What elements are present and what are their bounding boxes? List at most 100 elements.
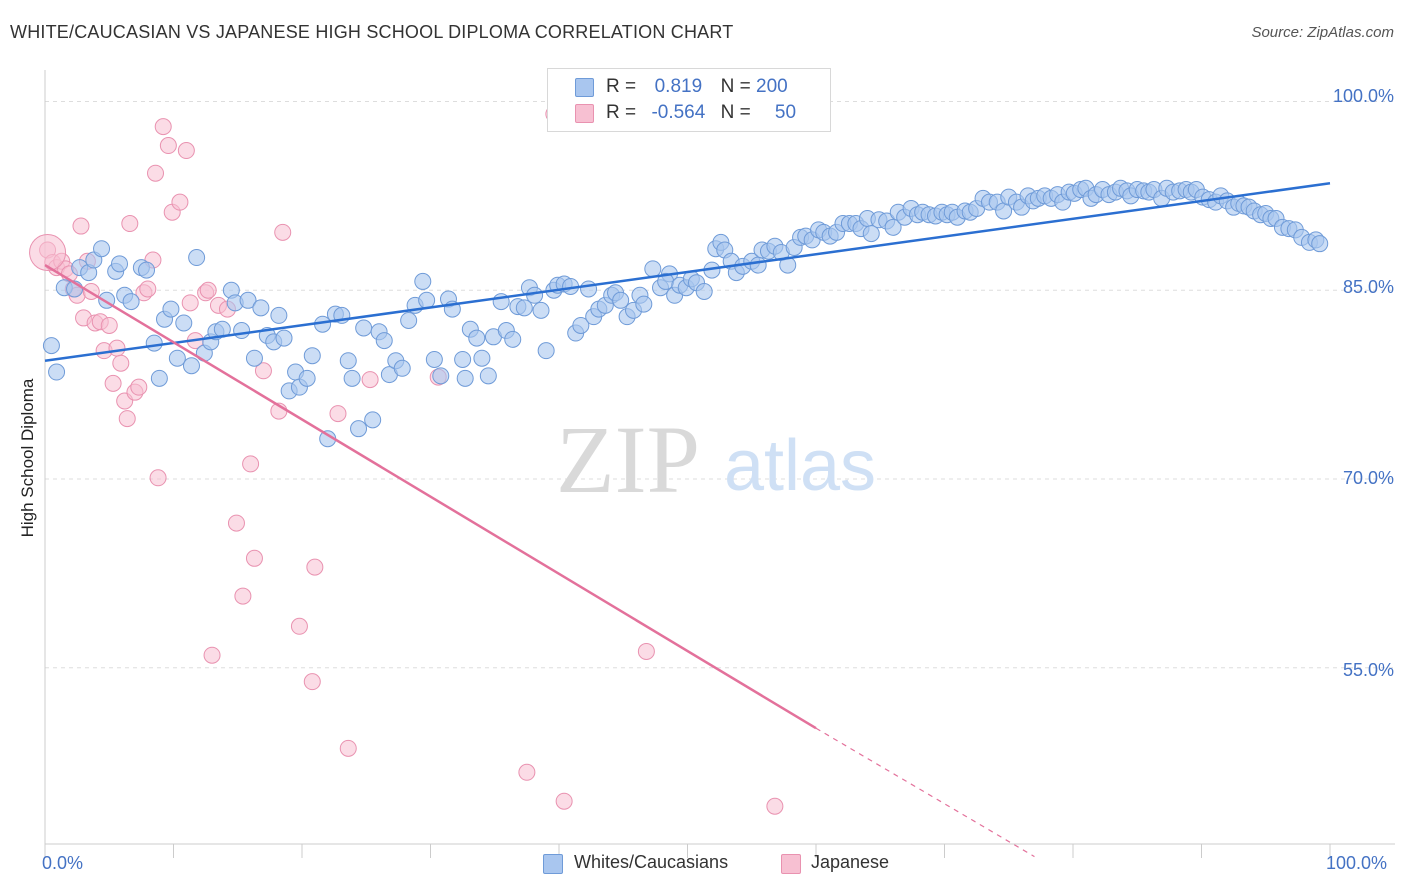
japanese-point <box>171 193 189 211</box>
white-caucasian-point <box>239 291 257 309</box>
white-caucasian-point <box>298 369 316 387</box>
white-caucasian-point <box>456 369 474 387</box>
japanese-point <box>29 233 67 271</box>
japanese-point <box>108 339 126 357</box>
white-caucasian-point <box>473 349 491 367</box>
japanese-point <box>118 410 136 428</box>
japanese-point <box>130 378 148 396</box>
japanese-point <box>177 142 195 160</box>
japanese-point <box>518 763 536 781</box>
legend-r-label: R = <box>606 76 642 97</box>
white-caucasian-trend-line <box>44 182 1331 362</box>
japanese-point <box>149 469 167 487</box>
watermark-zip: ZIP <box>556 406 700 513</box>
japanese-trend-line <box>44 264 817 730</box>
white-caucasian-point <box>432 367 450 385</box>
white-caucasian-point <box>580 280 598 298</box>
white-caucasian-point <box>122 293 140 311</box>
x-tick-label: 100.0% <box>1326 853 1388 873</box>
japanese-point <box>121 215 139 233</box>
white-caucasian-point <box>355 319 373 337</box>
white-caucasian-point <box>572 316 590 334</box>
japanese-point <box>254 362 272 380</box>
legend-label: Japanese <box>811 852 890 872</box>
japanese-point <box>242 455 260 473</box>
white-caucasian-point <box>339 352 357 370</box>
source-note: Source: ZipAtlas.com <box>1251 24 1394 41</box>
white-caucasian-point <box>454 350 472 368</box>
japanese-point <box>339 739 357 757</box>
japanese-point <box>555 792 573 810</box>
legend-swatch-pink <box>781 854 801 874</box>
watermark: ZIP atlas <box>556 406 876 513</box>
japanese-point <box>274 223 292 241</box>
white-caucasian-point <box>233 322 251 340</box>
legend-swatch-blue <box>575 78 594 97</box>
y-tick-label: 55.0% <box>1342 660 1394 680</box>
white-caucasian-point <box>468 329 486 347</box>
white-caucasian-point <box>418 291 436 309</box>
legend-swatch-pink <box>575 104 594 123</box>
white-caucasian-point <box>504 330 522 348</box>
japanese-point <box>766 797 784 815</box>
watermark-atlas: atlas <box>724 426 876 506</box>
legend-r-value: -0.564 <box>651 102 706 123</box>
legend-row-whites: R = 0.819 N = 200 <box>548 74 830 100</box>
legend-row-japanese: R = -0.564 N = 50 <box>548 100 830 126</box>
white-caucasian-point <box>414 272 432 290</box>
white-caucasian-point <box>162 300 180 318</box>
white-caucasian-point <box>425 350 443 368</box>
japanese-point <box>637 642 655 660</box>
white-caucasian-point <box>48 363 66 381</box>
japanese-trend-extension <box>815 727 1035 858</box>
japanese-points <box>29 105 784 815</box>
japanese-point <box>112 354 130 372</box>
legend-swatch-blue <box>543 854 563 874</box>
white-caucasian-point <box>526 286 544 304</box>
japanese-point <box>147 164 165 182</box>
white-caucasian-point <box>42 337 60 355</box>
white-caucasian-point <box>884 218 902 236</box>
white-caucasian-point <box>303 347 321 365</box>
white-caucasian-point <box>364 411 382 429</box>
white-caucasian-point <box>182 357 200 375</box>
white-caucasian-point <box>612 291 630 309</box>
japanese-point <box>361 371 379 389</box>
legend-n-label: N = <box>720 76 757 97</box>
japanese-point <box>159 137 177 155</box>
white-caucasian-point <box>644 260 662 278</box>
white-caucasian-point <box>400 311 418 329</box>
white-caucasian-point <box>695 283 713 301</box>
white-caucasian-point <box>252 299 270 317</box>
chart-title: WHITE/CAUCASIAN VS JAPANESE HIGH SCHOOL … <box>10 22 734 42</box>
white-caucasian-point <box>515 299 533 317</box>
correlation-legend: R = 0.819 N = 200 R = -0.564 N = 50 <box>547 68 831 132</box>
japanese-point <box>306 558 324 576</box>
legend-r-value: 0.819 <box>654 76 703 97</box>
white-caucasian-point <box>93 240 111 258</box>
legend-r-label: R = <box>606 102 642 123</box>
japanese-point <box>139 280 157 298</box>
white-caucasian-point <box>188 249 206 267</box>
japanese-point <box>227 514 245 532</box>
trend-lines <box>44 182 1331 858</box>
white-caucasian-point <box>393 359 411 377</box>
y-axis-title: High School Diploma <box>18 378 37 538</box>
white-caucasian-point <box>168 349 186 367</box>
white-caucasian-point <box>111 255 129 273</box>
japanese-point <box>203 646 221 664</box>
japanese-point <box>234 587 252 605</box>
white-caucasian-point <box>749 256 767 274</box>
white-caucasian-point <box>150 369 168 387</box>
japanese-point <box>181 294 199 312</box>
white-caucasian-point <box>145 334 163 352</box>
y-tick-label: 100.0% <box>1332 86 1394 106</box>
white-caucasian-point <box>343 369 361 387</box>
legend-n-value: 200 <box>756 76 788 97</box>
white-caucasian-point <box>270 306 288 324</box>
japanese-point <box>245 549 263 567</box>
white-caucasian-point <box>635 295 653 313</box>
white-caucasian-point <box>245 349 263 367</box>
japanese-point <box>154 118 172 136</box>
legend-n-value: 50 <box>774 102 797 123</box>
